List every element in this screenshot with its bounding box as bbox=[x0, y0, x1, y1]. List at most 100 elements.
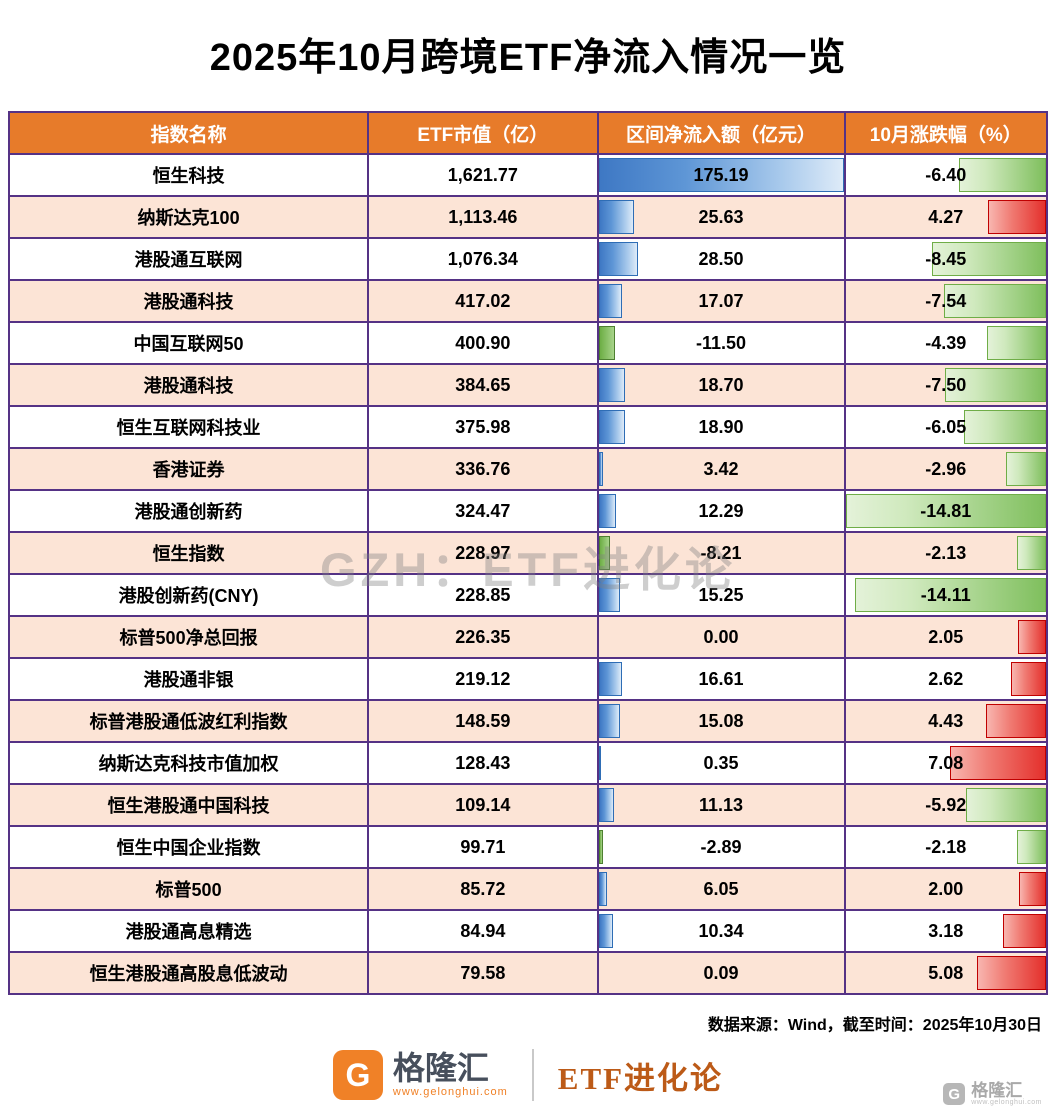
index-name-cell: 港股通创新药 bbox=[7, 489, 370, 533]
inflow-bar-positive bbox=[598, 452, 604, 486]
table-header: 指数名称 ETF市值（亿） 区间净流入额（亿元） 10月涨跌幅（%） bbox=[7, 111, 1049, 155]
index-name-cell: 标普500净总回报 bbox=[7, 615, 370, 659]
index-name-cell: 港股通科技 bbox=[7, 279, 370, 323]
inflow-bar-positive bbox=[598, 914, 613, 948]
index-name-cell: 标普500 bbox=[7, 867, 370, 911]
net-inflow-value: 6.05 bbox=[703, 878, 739, 899]
page: 2025年10月跨境ETF净流入情况一览 指数名称 ETF市值（亿） 区间净流入… bbox=[0, 26, 1056, 1106]
corner-watermark-logo: G 格隆汇 www.gelonghui.com bbox=[943, 1082, 1042, 1106]
change-value: -2.18 bbox=[925, 836, 967, 857]
change-cell: 2.00 bbox=[843, 867, 1049, 911]
table-row: 中国互联网50 400.90 -11.50 -4.39 bbox=[7, 321, 1049, 365]
inflow-bar-positive bbox=[598, 368, 625, 402]
column-header-net-inflow: 区间净流入额（亿元） bbox=[596, 111, 846, 155]
market-cap-cell: 228.85 bbox=[367, 573, 599, 617]
net-inflow-value: 0.35 bbox=[703, 752, 739, 773]
inflow-bar-negative bbox=[598, 326, 615, 360]
change-value: -5.92 bbox=[925, 794, 967, 815]
table-row: 恒生科技 1,621.77 175.19 -6.40 bbox=[7, 153, 1049, 197]
change-value: 5.08 bbox=[928, 962, 964, 983]
change-bar-positive bbox=[1018, 620, 1046, 654]
change-value: 4.43 bbox=[928, 710, 964, 731]
market-cap-cell: 228.97 bbox=[367, 531, 599, 575]
change-bar-negative bbox=[1016, 830, 1046, 864]
market-cap-value: 375.98 bbox=[455, 416, 511, 437]
net-inflow-cell: 6.05 bbox=[596, 867, 846, 911]
change-cell: 2.05 bbox=[843, 615, 1049, 659]
market-cap-cell: 324.47 bbox=[367, 489, 599, 533]
market-cap-cell: 1,113.46 bbox=[367, 195, 599, 239]
index-name: 恒生港股通高股息低波动 bbox=[89, 964, 288, 984]
net-inflow-value: 11.13 bbox=[699, 794, 744, 815]
market-cap-value: 417.02 bbox=[455, 290, 511, 311]
index-name: 恒生中国企业指数 bbox=[116, 838, 261, 858]
index-name: 恒生科技 bbox=[152, 166, 225, 186]
net-inflow-cell: 11.13 bbox=[596, 783, 846, 827]
corner-brand-name: 格隆汇 bbox=[971, 1081, 1023, 1100]
column-header-index-name: 指数名称 bbox=[7, 111, 370, 155]
change-value: 3.18 bbox=[928, 920, 964, 941]
market-cap-cell: 85.72 bbox=[367, 867, 599, 911]
change-cell: 2.62 bbox=[843, 657, 1049, 701]
change-cell: -7.54 bbox=[843, 279, 1049, 323]
market-cap-cell: 336.76 bbox=[367, 447, 599, 491]
market-cap-cell: 1,621.77 bbox=[367, 153, 599, 197]
index-name-cell: 香港证券 bbox=[7, 447, 370, 491]
change-bar-positive bbox=[986, 704, 1046, 738]
change-bar-negative bbox=[1005, 452, 1046, 486]
page-title: 2025年10月跨境ETF净流入情况一览 bbox=[209, 37, 847, 79]
change-bar-negative bbox=[986, 326, 1046, 360]
change-cell: -8.45 bbox=[843, 237, 1049, 281]
inflow-bar-negative bbox=[598, 536, 611, 570]
net-inflow-cell: 28.50 bbox=[596, 237, 846, 281]
net-inflow-value: 16.61 bbox=[698, 668, 744, 689]
net-inflow-value: 28.50 bbox=[698, 248, 744, 269]
table-row: 恒生港股通高股息低波动 79.58 0.09 5.08 bbox=[7, 951, 1049, 995]
market-cap-cell: 128.43 bbox=[367, 741, 599, 785]
inflow-bar-positive bbox=[598, 242, 639, 276]
change-bar-positive bbox=[977, 956, 1046, 990]
market-cap-cell: 400.90 bbox=[367, 321, 599, 365]
inflow-bar-positive bbox=[598, 284, 623, 318]
change-value: 2.05 bbox=[928, 626, 964, 647]
etf-table: 指数名称 ETF市值（亿） 区间净流入额（亿元） 10月涨跌幅（%） 恒生科技 1… bbox=[7, 111, 1049, 995]
net-inflow-value: 18.70 bbox=[698, 374, 744, 395]
change-cell: -7.50 bbox=[843, 363, 1049, 407]
corner-g-icon-letter: G bbox=[948, 1085, 961, 1103]
market-cap-cell: 148.59 bbox=[367, 699, 599, 743]
change-value: 7.08 bbox=[928, 752, 964, 773]
market-cap-value: 226.35 bbox=[455, 626, 511, 647]
index-name: 港股创新药(CNY) bbox=[118, 586, 259, 606]
change-value: -2.96 bbox=[925, 458, 967, 479]
index-name-cell: 港股通非银 bbox=[7, 657, 370, 701]
market-cap-cell: 109.14 bbox=[367, 783, 599, 827]
brand-name: 格隆汇 bbox=[392, 1050, 489, 1087]
net-inflow-value: 175.19 bbox=[693, 164, 749, 185]
change-cell: -2.96 bbox=[843, 447, 1049, 491]
index-name-cell: 纳斯达克科技市值加权 bbox=[7, 741, 370, 785]
net-inflow-cell: 0.00 bbox=[596, 615, 846, 659]
column-header-etf-mcap: ETF市值（亿） bbox=[367, 111, 599, 155]
market-cap-cell: 226.35 bbox=[367, 615, 599, 659]
change-cell: 4.43 bbox=[843, 699, 1049, 743]
market-cap-value: 228.97 bbox=[455, 542, 511, 563]
change-value: -2.13 bbox=[925, 542, 967, 563]
index-name-cell: 港股通互联网 bbox=[7, 237, 370, 281]
net-inflow-cell: 0.35 bbox=[596, 741, 846, 785]
net-inflow-cell: -11.50 bbox=[596, 321, 846, 365]
index-name-cell: 恒生指数 bbox=[7, 531, 370, 575]
table-row: 纳斯达克100 1,113.46 25.63 4.27 bbox=[7, 195, 1049, 239]
table-row: 标普500 85.72 6.05 2.00 bbox=[7, 867, 1049, 911]
change-value: -7.50 bbox=[925, 374, 967, 395]
brand-text-block: 格隆汇 www.gelonghui.com bbox=[393, 1052, 508, 1098]
net-inflow-value: 12.29 bbox=[698, 500, 744, 521]
net-inflow-cell: 17.07 bbox=[596, 279, 846, 323]
market-cap-value: 1,076.34 bbox=[447, 248, 518, 269]
table-row: 恒生指数 228.97 -8.21 -2.13 bbox=[7, 531, 1049, 575]
gelonghui-logo: G 格隆汇 www.gelonghui.com bbox=[332, 1050, 508, 1100]
g-icon-letter: G bbox=[345, 1056, 371, 1093]
table-row: 港股创新药(CNY) 228.85 15.25 -14.11 bbox=[7, 573, 1049, 617]
table-row: 港股通科技 384.65 18.70 -7.50 bbox=[7, 363, 1049, 407]
change-bar-negative bbox=[943, 284, 1046, 318]
market-cap-value: 128.43 bbox=[455, 752, 511, 773]
